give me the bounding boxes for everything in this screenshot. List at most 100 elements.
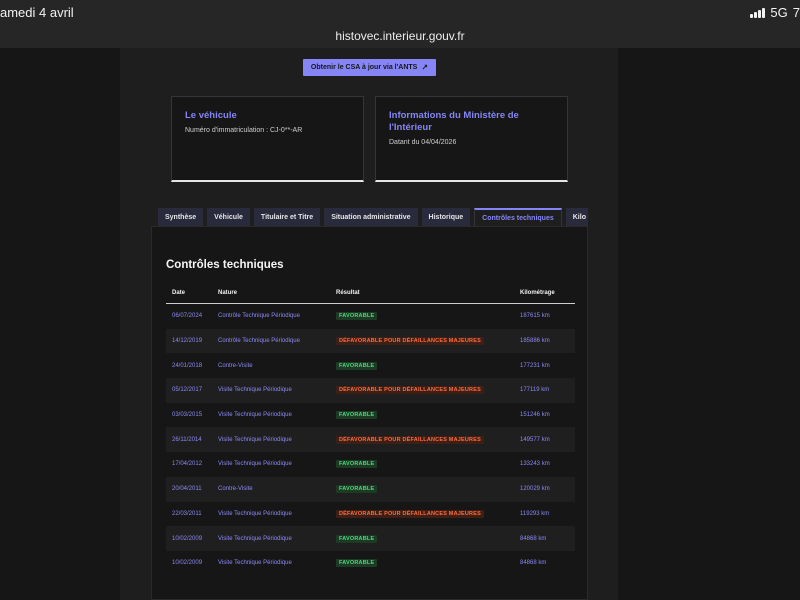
cell-result: FAVORABLE	[336, 411, 520, 420]
cell-nature: Contrôle Technique Périodique	[218, 313, 300, 320]
cell-km: 120029 km	[520, 486, 550, 493]
cell-km: 84868 km	[520, 535, 547, 542]
cell-date: 10/02/2009	[172, 560, 203, 567]
status-badge: FAVORABLE	[336, 559, 378, 568]
page: Obtenir le CSA à jour via l'ANTS ↗ Le vé…	[0, 48, 800, 600]
cell-km: 177119 km	[520, 387, 550, 394]
cell-nature: Visite Technique Périodique	[218, 535, 292, 542]
table-row: 14/12/2019 Contrôle Technique Périodique D…	[166, 328, 575, 354]
external-link-icon: ↗	[421, 63, 429, 72]
cell-result: DÉFAVORABLE POUR DÉFAILLANCES MAJEURES	[336, 435, 520, 444]
cell-nature: Contrôle Technique Périodique	[218, 338, 300, 345]
cell-nature: Visite Technique Périodique	[218, 560, 292, 567]
status-badge: DÉFAVORABLE POUR DÉFAILLANCES MAJEURES	[336, 337, 484, 346]
table-row: 26/11/2014 Visite Technique Périodique DÉF…	[166, 427, 575, 453]
table-row: 24/01/2018 Contre-Visite FAVORABLE 177231 k…	[166, 353, 575, 379]
cell-km: 187615 km	[520, 313, 550, 320]
tab-situation-administrative[interactable]: Situation administrative	[324, 208, 418, 226]
status-badge: FAVORABLE	[336, 485, 378, 494]
tab-vehicule[interactable]: Véhicule	[207, 208, 250, 226]
table-header: Date Nature Résultat Kilométrage	[166, 282, 575, 304]
cell-result: FAVORABLE	[336, 534, 520, 543]
cell-result: FAVORABLE	[336, 361, 520, 370]
ants-csa-button[interactable]: Obtenir le CSA à jour via l'ANTS ↗	[303, 59, 436, 76]
tab-historique[interactable]: Historique	[421, 208, 471, 226]
header-result: Résultat	[336, 289, 360, 296]
table-row: 03/03/2015 Visite Technique Périodique FAV…	[166, 402, 575, 428]
cell-km: 133243 km	[520, 461, 550, 468]
cell-result: FAVORABLE	[336, 485, 520, 494]
cell-date: 17/04/2012	[172, 461, 203, 468]
ministry-card-title: Informations du Ministère de l'Intérieur	[389, 110, 519, 133]
status-badge: FAVORABLE	[336, 361, 378, 370]
status-badge: FAVORABLE	[336, 460, 378, 469]
cell-result: FAVORABLE	[336, 312, 520, 321]
ministry-date: Datant du 04/04/2026	[389, 139, 457, 146]
cell-nature: Contre-Visite	[218, 486, 253, 493]
cell-date: 24/01/2018	[172, 362, 203, 369]
cell-km: 149577 km	[520, 436, 550, 443]
cell-km: 185886 km	[520, 338, 550, 345]
cell-nature: Visite Technique Périodique	[218, 436, 292, 443]
status-bar: amedi 4 avril 5G 7	[0, 0, 800, 26]
url-text: histovec.interieur.gouv.fr	[335, 29, 465, 43]
vehicle-card-title: Le véhicule	[185, 110, 237, 121]
vehicle-registration: Numéro d'immatriculation : CJ-0**-AR	[185, 127, 303, 134]
cell-km: 84868 km	[520, 560, 547, 567]
cell-date: 10/02/2009	[172, 535, 203, 542]
cell-date: 06/07/2024	[172, 313, 203, 320]
cell-nature: Contre-Visite	[218, 362, 253, 369]
cell-date: 05/12/2017	[172, 387, 203, 394]
vehicle-card: Le véhicule Numéro d'immatriculation : C…	[171, 96, 364, 182]
ants-button-label: Obtenir le CSA à jour via l'ANTS	[310, 64, 418, 71]
header-date: Date	[172, 289, 186, 296]
tab-titulaire[interactable]: Titulaire et Titre	[253, 208, 321, 226]
tab-kilometrage[interactable]: Kilo	[565, 208, 588, 226]
status-badge: FAVORABLE	[336, 534, 378, 543]
cell-nature: Visite Technique Périodique	[218, 387, 292, 394]
cell-date: 14/12/2019	[172, 338, 203, 345]
status-badge: DÉFAVORABLE POUR DÉFAILLANCES MAJEURES	[336, 435, 484, 444]
table-row: 10/02/2009 Visite Technique Périodique FAV…	[166, 526, 575, 551]
header-km: Kilométrage	[520, 289, 555, 296]
table-body: 06/07/2024 Contrôle Technique Périodique F…	[166, 304, 575, 576]
tab-controles-techniques[interactable]: Contrôles techniques	[474, 208, 562, 226]
cell-km: 151246 km	[520, 412, 550, 419]
controls-table: Date Nature Résultat Kilométrage 06/07/2…	[166, 282, 575, 576]
status-badge: FAVORABLE	[336, 312, 378, 321]
cell-date: 20/04/2011	[172, 486, 202, 493]
table-row: 06/07/2024 Contrôle Technique Périodique F…	[166, 304, 575, 329]
cell-date: 26/11/2014	[172, 436, 202, 443]
cell-result: DÉFAVORABLE POUR DÉFAILLANCES MAJEURES	[336, 509, 520, 518]
status-date: amedi 4 avril	[0, 5, 74, 20]
cell-date: 03/03/2015	[172, 412, 203, 419]
table-row: 20/04/2011 Contre-Visite FAVORABLE 120029 k…	[166, 476, 575, 502]
cell-date: 22/03/2011	[172, 510, 202, 517]
cell-nature: Visite Technique Périodique	[218, 510, 292, 517]
status-badge: DÉFAVORABLE POUR DÉFAILLANCES MAJEURES	[336, 509, 484, 518]
ministry-card: Informations du Ministère de l'Intérieur…	[375, 96, 568, 182]
cell-result: DÉFAVORABLE POUR DÉFAILLANCES MAJEURES	[336, 386, 520, 395]
header-nature: Nature	[218, 289, 238, 296]
address-bar[interactable]: histovec.interieur.gouv.fr	[0, 26, 800, 48]
table-row: 10/02/2009 Visite Technique Périodique FAV…	[166, 550, 575, 576]
table-row: 05/12/2017 Visite Technique Périodique DÉF…	[166, 378, 575, 403]
cell-nature: Visite Technique Périodique	[218, 412, 292, 419]
tab-bar: Synthèse Véhicule Titulaire et Titre Sit…	[158, 208, 588, 226]
cell-km: 119293 km	[520, 510, 550, 517]
status-badge: FAVORABLE	[336, 411, 378, 420]
network-label: 5G	[770, 5, 788, 20]
tab-synthese[interactable]: Synthèse	[158, 208, 204, 226]
cell-km: 177231 km	[520, 362, 550, 369]
cell-result: DÉFAVORABLE POUR DÉFAILLANCES MAJEURES	[336, 337, 520, 346]
controls-title: Contrôles techniques	[166, 259, 284, 271]
controls-panel: Contrôles techniques Date Nature Résulta…	[151, 226, 588, 600]
status-right: 5G 7	[750, 5, 800, 20]
cell-result: FAVORABLE	[336, 460, 520, 469]
table-row: 22/03/2011 Visite Technique Périodique DÉF…	[166, 501, 575, 527]
table-row: 17/04/2012 Visite Technique Périodique FAV…	[166, 452, 575, 477]
cell-result: FAVORABLE	[336, 559, 520, 568]
signal-icon	[750, 7, 766, 18]
battery-label: 7	[792, 5, 800, 20]
status-badge: DÉFAVORABLE POUR DÉFAILLANCES MAJEURES	[336, 386, 484, 395]
